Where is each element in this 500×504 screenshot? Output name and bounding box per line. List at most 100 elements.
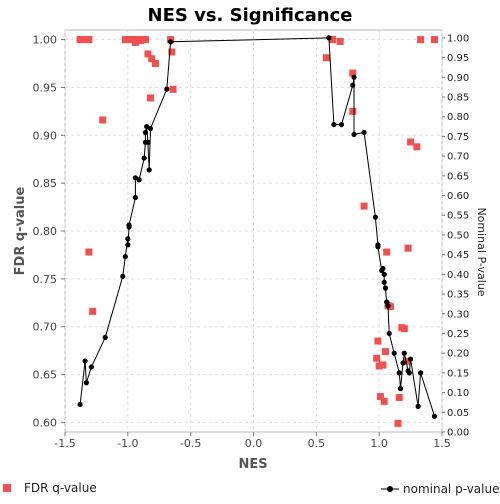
pvalue-point bbox=[122, 254, 128, 260]
y2-tick-label: 0.55 bbox=[447, 211, 469, 222]
pvalue-point bbox=[164, 86, 170, 92]
fdr-point bbox=[383, 248, 391, 256]
fdr-point bbox=[380, 397, 388, 405]
fdr-point bbox=[124, 36, 132, 44]
pvalue-point bbox=[82, 358, 88, 364]
y2-tick-label: 1.00 bbox=[447, 33, 469, 44]
series bbox=[76, 35, 438, 427]
fdr-point bbox=[169, 85, 177, 93]
pvalue-point bbox=[361, 129, 367, 136]
pvalue-point bbox=[326, 35, 332, 41]
pvalue-point bbox=[146, 167, 152, 173]
fdr-point bbox=[400, 325, 408, 333]
fdr-point bbox=[374, 337, 382, 345]
fdr-point bbox=[349, 69, 357, 77]
fdr-point bbox=[404, 244, 412, 252]
fdr-point bbox=[76, 36, 84, 44]
fdr-point bbox=[151, 60, 159, 67]
fdr-point bbox=[99, 116, 107, 124]
y-tick-label: 0.75 bbox=[33, 273, 58, 286]
pvalue-point bbox=[397, 386, 404, 392]
pvalue-point bbox=[431, 413, 438, 419]
y-tick-label: 0.60 bbox=[33, 416, 58, 429]
y2-tick-label: 0.10 bbox=[447, 388, 469, 399]
pvalue-point bbox=[384, 299, 390, 305]
y2-tick-label: 0.00 bbox=[447, 428, 469, 439]
fdr-point bbox=[148, 55, 156, 63]
y2-tick-label: 0.90 bbox=[447, 73, 469, 84]
pvalue-point bbox=[126, 222, 132, 228]
fdr-point bbox=[394, 419, 402, 427]
pvalue-line bbox=[79, 37, 435, 417]
fdr-point bbox=[407, 138, 415, 146]
pvalue-point bbox=[381, 271, 387, 277]
pvalue-point bbox=[142, 129, 149, 136]
pvalue-point bbox=[400, 360, 406, 366]
pvalue-point bbox=[351, 74, 357, 80]
y-tick-label: 0.70 bbox=[33, 321, 58, 334]
y2-tick-label: 0.05 bbox=[447, 408, 469, 419]
fdr-point bbox=[144, 50, 152, 58]
fdr-point bbox=[85, 248, 93, 256]
pvalue-point bbox=[145, 139, 151, 145]
y2-tick-label: 0.50 bbox=[447, 230, 469, 241]
y2-tick-label: 0.35 bbox=[447, 290, 469, 301]
pvalue-point bbox=[132, 194, 138, 201]
fdr-point bbox=[360, 202, 368, 210]
y-tick-label: 0.65 bbox=[33, 369, 58, 382]
pvalue-point bbox=[372, 214, 378, 220]
y2-tick-label: 0.30 bbox=[447, 309, 469, 320]
pvalue-point bbox=[415, 403, 421, 409]
legend: FDR q-value nominal p-value bbox=[3, 481, 499, 496]
fdr-point bbox=[386, 303, 394, 311]
fdr-point bbox=[89, 307, 97, 315]
x-tick-label: -1.5 bbox=[54, 437, 75, 450]
fdr-point bbox=[417, 36, 425, 44]
pvalue-point bbox=[331, 121, 337, 128]
fdr-point bbox=[373, 354, 381, 362]
pvalue-point bbox=[147, 125, 154, 132]
pvalue-point bbox=[396, 370, 402, 376]
axes: -1.5 -1.0 -0.5 0.0 0.5 1.0 1.5 0.60 0.65 0.70 0.75… bbox=[33, 33, 470, 450]
y-tick-label: 0.80 bbox=[33, 225, 58, 238]
fdr-point bbox=[403, 357, 411, 365]
x-tick-label: 1.5 bbox=[433, 437, 451, 450]
fdr-point bbox=[336, 37, 344, 45]
y2-tick-label: 0.40 bbox=[447, 270, 469, 281]
fdr-point bbox=[376, 393, 384, 401]
pvalue-point bbox=[351, 131, 357, 138]
pvalue-point bbox=[88, 364, 94, 370]
pvalue-point bbox=[380, 265, 386, 272]
legend-label-pvalue: nominal p-value bbox=[403, 482, 499, 496]
pvalue-point bbox=[125, 236, 131, 242]
pvalue-point bbox=[350, 82, 356, 88]
x-tick-label: -0.5 bbox=[180, 437, 201, 450]
legend-marker-fdr bbox=[3, 484, 11, 492]
y2-tick-label: 0.25 bbox=[447, 329, 469, 340]
pvalue-point bbox=[418, 370, 424, 376]
fdr-point bbox=[329, 36, 337, 44]
fdr-point bbox=[430, 36, 438, 44]
fdr-point bbox=[136, 37, 144, 45]
y2-axis-title: Nominal P-value bbox=[475, 207, 488, 296]
fdr-point bbox=[168, 48, 176, 56]
x-tick-label: 1.0 bbox=[370, 437, 388, 450]
pvalue-point bbox=[385, 303, 391, 309]
pvalue-point bbox=[83, 380, 89, 386]
pvalue-point bbox=[120, 273, 126, 279]
pvalue-point bbox=[102, 334, 108, 341]
pvalue-point bbox=[167, 39, 174, 45]
x-axis-title: NES bbox=[238, 457, 267, 472]
pvalue-point bbox=[77, 401, 83, 408]
y-tick-label: 0.85 bbox=[33, 177, 58, 190]
pvalue-point bbox=[406, 370, 412, 376]
pvalue-point bbox=[141, 155, 147, 161]
y2-tick-label: 0.70 bbox=[447, 152, 469, 163]
y-axis-title: FDR q-value bbox=[13, 186, 28, 275]
fdr-point bbox=[379, 361, 387, 369]
pvalue-point bbox=[386, 330, 392, 337]
pvalue-point bbox=[338, 121, 345, 128]
legend-marker-point-pvalue bbox=[387, 486, 393, 492]
